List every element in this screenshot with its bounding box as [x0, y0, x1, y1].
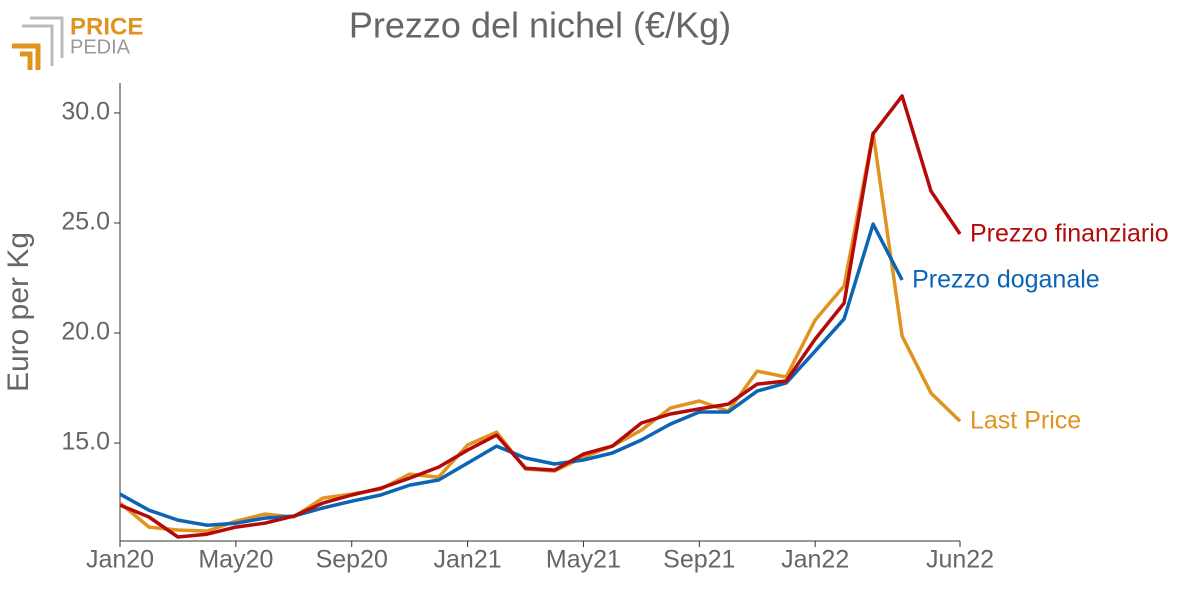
- series-label: Prezzo finanziario: [970, 220, 1169, 248]
- series-line: [119, 94, 962, 539]
- y-tick-label: 30.0: [61, 98, 110, 126]
- logo-text: PEDIA: [70, 36, 131, 58]
- y-tick-label: 25.0: [61, 208, 110, 236]
- y-tick-label: 20.0: [61, 318, 110, 346]
- x-tick-label: Jan21: [434, 546, 502, 574]
- x-tick-label: Sep20: [316, 546, 388, 574]
- y-tick-label: 15.0: [61, 428, 110, 456]
- logo-text: PRICE: [70, 13, 143, 40]
- x-tick-label: Jan22: [781, 546, 849, 574]
- x-tick-label: Jun22: [926, 546, 994, 574]
- x-tick-label: Jan20: [86, 546, 154, 574]
- series-line: [119, 222, 904, 527]
- series-label: Last Price: [970, 407, 1081, 435]
- series-label: Prezzo doganale: [912, 266, 1100, 294]
- logo-mark: [22, 16, 64, 66]
- x-tick-label: May20: [198, 546, 273, 574]
- y-axis-label: Euro per Kg: [2, 232, 35, 392]
- logo: PRICE PEDIA: [12, 13, 143, 70]
- chart-title: Prezzo del nichel (€/Kg): [349, 5, 731, 46]
- logo-mark-accent: [12, 43, 41, 70]
- x-tick-label: May21: [546, 546, 621, 574]
- x-tick-label: Sep21: [663, 546, 735, 574]
